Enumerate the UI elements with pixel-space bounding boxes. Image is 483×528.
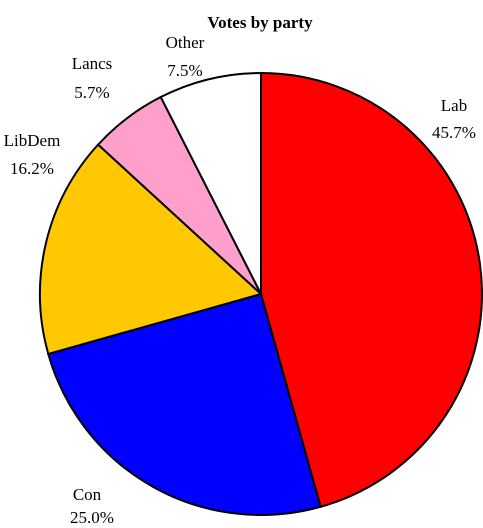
- chart-title: Votes by party: [207, 13, 313, 32]
- slice-percent-other: 7.5%: [167, 61, 202, 80]
- pie-labels: Lab 45.7% Con 25.0% LibDem 16.2% Lancs 5.7% Othe…: [4, 33, 476, 527]
- slice-percent-con: 25.0%: [70, 508, 114, 527]
- pie-slice-lab: [260, 71, 483, 509]
- slice-label-lab: Lab: [441, 96, 467, 115]
- pie-slice-other: [159, 71, 262, 295]
- slice-percent-lab: 45.7%: [432, 123, 476, 142]
- pie-slices: [39, 71, 483, 516]
- slice-percent-libdem: 16.2%: [10, 159, 54, 178]
- slice-label-con: Con: [73, 485, 102, 504]
- slice-label-lancs: Lancs: [72, 54, 113, 73]
- pie-slice-con: [47, 292, 322, 516]
- pie-slice-libdem: [39, 143, 263, 356]
- slice-label-other: Other: [166, 33, 205, 52]
- slice-percent-lancs: 5.7%: [74, 83, 109, 102]
- slice-label-libdem: LibDem: [4, 131, 61, 150]
